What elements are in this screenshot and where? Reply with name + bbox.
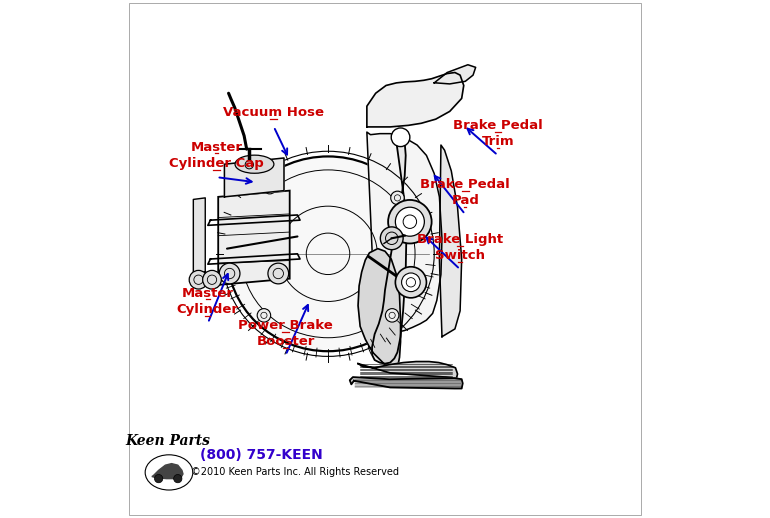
Text: Cylinder Cap: Cylinder Cap: [169, 157, 264, 170]
Text: Booster: Booster: [256, 335, 315, 349]
Text: Master: Master: [191, 140, 243, 154]
Circle shape: [402, 273, 420, 292]
Text: Power Brake: Power Brake: [238, 319, 333, 332]
Polygon shape: [193, 198, 206, 276]
Circle shape: [203, 270, 221, 289]
Circle shape: [386, 309, 399, 322]
Circle shape: [263, 180, 276, 194]
Text: Brake Pedal: Brake Pedal: [453, 119, 543, 132]
Text: Brake Pedal: Brake Pedal: [420, 178, 511, 191]
Circle shape: [189, 270, 208, 289]
Polygon shape: [440, 145, 462, 337]
Text: (800) 757-KEEN: (800) 757-KEEN: [200, 448, 323, 462]
Polygon shape: [218, 191, 290, 285]
Ellipse shape: [227, 156, 429, 351]
Text: Pad: Pad: [451, 194, 479, 208]
Circle shape: [380, 227, 403, 250]
Circle shape: [219, 263, 240, 284]
Text: Cylinder: Cylinder: [177, 303, 239, 316]
Polygon shape: [224, 158, 284, 197]
Polygon shape: [367, 73, 464, 127]
Text: Trim: Trim: [481, 135, 514, 149]
Circle shape: [391, 128, 410, 147]
Polygon shape: [358, 249, 400, 370]
Circle shape: [395, 207, 424, 236]
Text: Keen Parts: Keen Parts: [125, 434, 210, 448]
Text: Brake Light: Brake Light: [417, 233, 503, 246]
Circle shape: [395, 267, 427, 298]
Circle shape: [388, 200, 432, 243]
Polygon shape: [152, 464, 183, 479]
Text: Vacuum Hose: Vacuum Hose: [223, 106, 324, 120]
Circle shape: [155, 474, 162, 483]
Text: Master: Master: [182, 286, 234, 300]
Polygon shape: [367, 132, 442, 334]
Circle shape: [245, 161, 253, 169]
Ellipse shape: [146, 455, 192, 490]
Circle shape: [390, 191, 404, 205]
Circle shape: [257, 309, 270, 322]
Text: ©2010 Keen Parts Inc. All Rights Reserved: ©2010 Keen Parts Inc. All Rights Reserve…: [191, 467, 400, 478]
Ellipse shape: [235, 155, 274, 174]
Text: Switch: Switch: [435, 249, 485, 263]
Polygon shape: [350, 377, 463, 388]
Circle shape: [268, 263, 289, 284]
Polygon shape: [372, 135, 407, 364]
Polygon shape: [358, 362, 457, 378]
Circle shape: [174, 474, 182, 483]
Polygon shape: [434, 65, 476, 84]
